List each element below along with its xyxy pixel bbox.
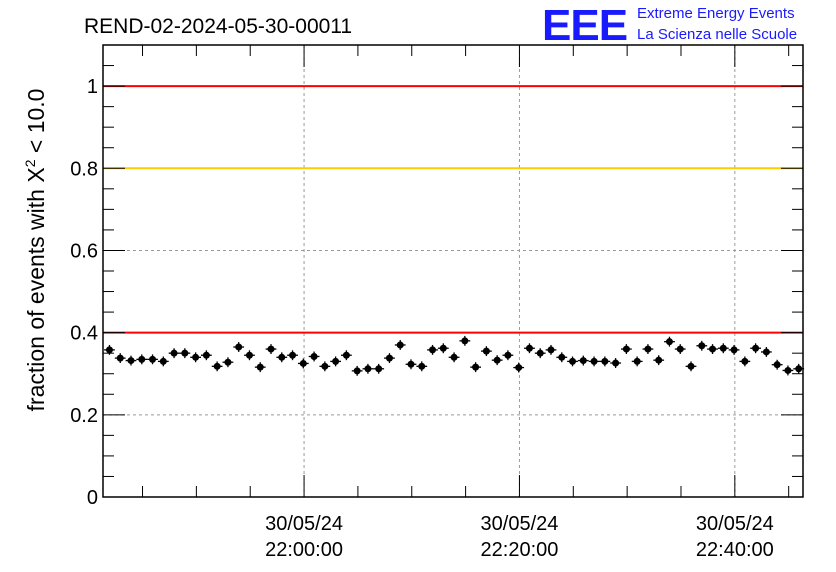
- data-point: [353, 367, 361, 375]
- plot-area: 0 0.2 0.4 0.6 0.8 1 30/05/24 22:00:00 30/05/24 22…: [70, 44, 805, 561]
- data-point: [256, 363, 264, 371]
- data-point: [665, 338, 673, 346]
- data-point: [127, 357, 135, 365]
- x-tick-date-label: 30/05/24: [696, 513, 774, 535]
- x-tick-time-label: 22:00:00: [265, 539, 343, 561]
- data-point: [795, 365, 803, 373]
- y-axis-label: fraction of events with X2 < 10.0: [22, 89, 49, 412]
- data-point: [482, 347, 490, 355]
- data-point: [741, 357, 749, 365]
- data-point: [622, 345, 630, 353]
- data-point: [752, 344, 760, 352]
- data-point: [676, 345, 684, 353]
- data-point: [730, 346, 738, 354]
- data-point: [698, 342, 706, 350]
- data-point: [159, 357, 167, 365]
- data-point: [687, 362, 695, 370]
- data-point: [299, 359, 307, 367]
- y-tick-label: 0: [87, 487, 98, 509]
- data-point: [116, 354, 124, 362]
- data-point: [310, 352, 318, 360]
- data-point: [418, 362, 426, 370]
- data-point: [364, 365, 372, 373]
- data-point: [138, 355, 146, 363]
- data-point: [267, 345, 275, 353]
- data-point: [601, 357, 609, 365]
- data-point: [149, 355, 157, 363]
- data-point: [547, 346, 555, 354]
- y-tick-label: 0.6: [70, 240, 98, 262]
- data-point: [536, 349, 544, 357]
- data-point: [762, 348, 770, 356]
- data-point: [784, 366, 792, 374]
- data-point: [181, 349, 189, 357]
- data-point: [493, 356, 501, 364]
- data-point: [385, 354, 393, 362]
- y-tick-label: 0.8: [70, 158, 98, 180]
- y-tick-label: 0.2: [70, 405, 98, 427]
- data-point: [569, 357, 577, 365]
- logo-line1: Extreme Energy Events: [637, 5, 795, 22]
- data-point: [213, 362, 221, 370]
- data-point: [407, 360, 415, 368]
- data-point: [709, 345, 717, 353]
- x-tick-date-label: 30/05/24: [481, 513, 559, 535]
- logo-line2: La Scienza nelle Scuole: [637, 26, 797, 43]
- data-point: [719, 344, 727, 352]
- x-tick-time-label: 22:40:00: [696, 539, 774, 561]
- data-point: [461, 337, 469, 345]
- data-point: [590, 357, 598, 365]
- data-point: [450, 353, 458, 361]
- data-point: [515, 364, 523, 372]
- data-point: [773, 361, 781, 369]
- data-point: [472, 363, 480, 371]
- y-tick-label: 0.4: [70, 323, 98, 345]
- eee-logo: EEE Extreme Energy Events La Scienza nel…: [542, 1, 797, 50]
- data-point: [289, 351, 297, 359]
- data-point: [644, 345, 652, 353]
- data-point: [235, 343, 243, 351]
- logo-main: EEE: [542, 1, 627, 50]
- data-point: [245, 351, 253, 359]
- data-point: [321, 362, 329, 370]
- data-point: [192, 353, 200, 361]
- data-point: [170, 349, 178, 357]
- data-point: [558, 353, 566, 361]
- plot-frame: [102, 44, 804, 498]
- chart-title: REND-02-2024-05-30-00011: [84, 15, 352, 38]
- data-point: [439, 344, 447, 352]
- data-point: [224, 358, 232, 366]
- data-point: [429, 346, 437, 354]
- data-point: [612, 359, 620, 367]
- data-point: [396, 341, 404, 349]
- data-point: [633, 357, 641, 365]
- data-point: [332, 357, 340, 365]
- y-tick-label: 1: [87, 76, 98, 98]
- data-point: [655, 356, 663, 364]
- data-point: [342, 351, 350, 359]
- data-point: [525, 344, 533, 352]
- data-point: [504, 351, 512, 359]
- x-tick-date-label: 30/05/24: [265, 513, 343, 535]
- x-tick-time-label: 22:20:00: [481, 539, 559, 561]
- data-point: [105, 346, 113, 354]
- data-point: [579, 357, 587, 365]
- data-point: [375, 365, 383, 373]
- data-point: [202, 351, 210, 359]
- data-point: [278, 353, 286, 361]
